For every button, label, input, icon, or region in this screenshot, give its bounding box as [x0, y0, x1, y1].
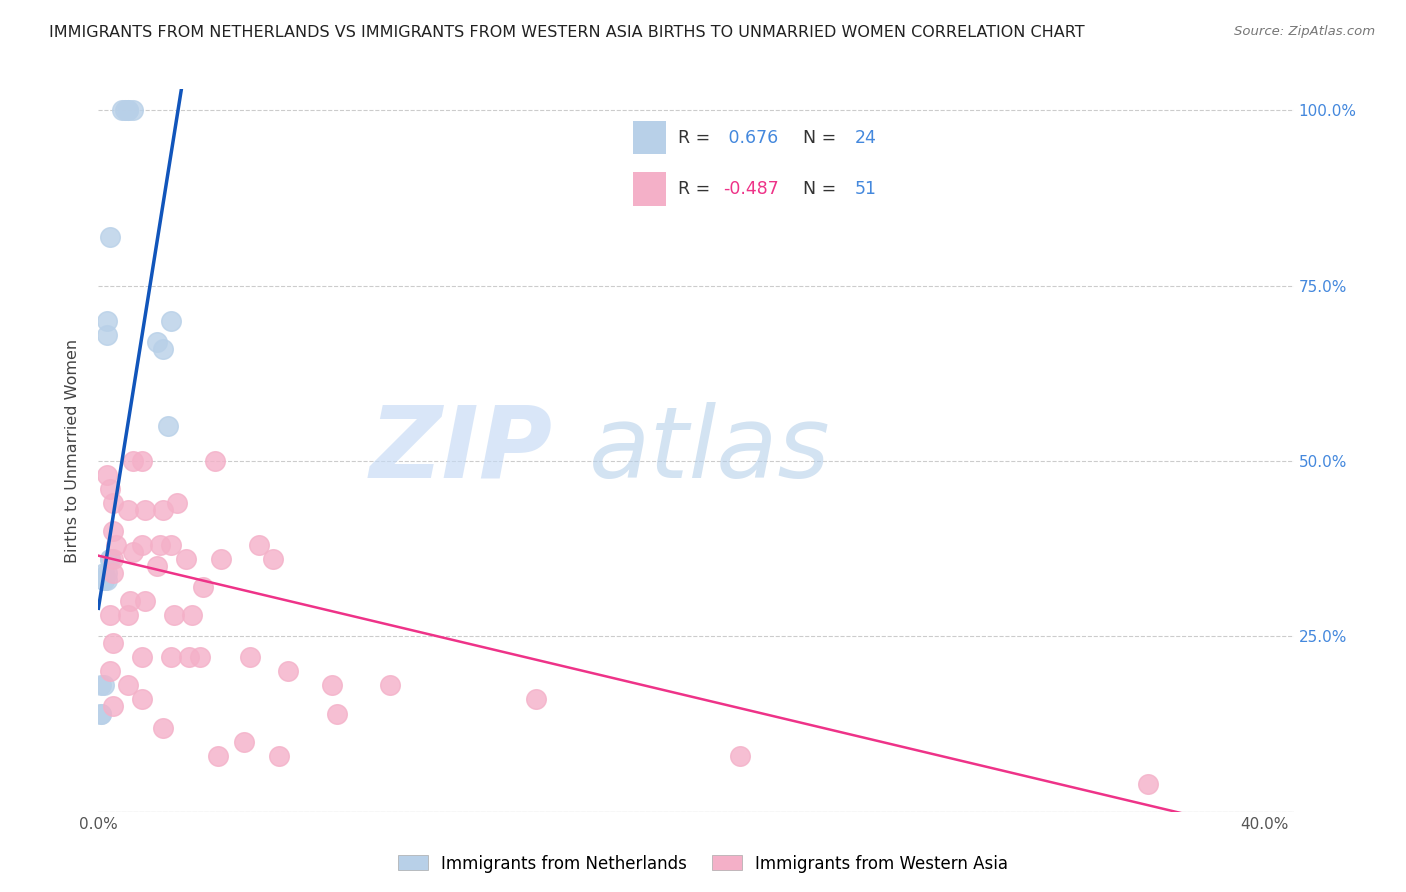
Point — [96, 327, 118, 342]
Point — [96, 468, 118, 483]
Text: IMMIGRANTS FROM NETHERLANDS VS IMMIGRANTS FROM WESTERN ASIA BIRTHS TO UNMARRIED : IMMIGRANTS FROM NETHERLANDS VS IMMIGRANT… — [49, 25, 1085, 40]
Point — [101, 496, 124, 510]
Point — [122, 454, 145, 468]
Point — [177, 650, 200, 665]
Point — [145, 334, 167, 349]
Point — [524, 692, 547, 706]
Text: Source: ZipAtlas.com: Source: ZipAtlas.com — [1234, 25, 1375, 38]
Point — [117, 103, 139, 118]
Point — [277, 665, 299, 679]
Point — [96, 314, 118, 328]
Legend: Immigrants from Netherlands, Immigrants from Western Asia: Immigrants from Netherlands, Immigrants … — [391, 848, 1015, 880]
Point — [101, 552, 124, 566]
Point — [117, 103, 139, 118]
Point — [117, 678, 139, 692]
Point — [269, 748, 291, 763]
Point — [152, 342, 174, 356]
Point — [98, 608, 121, 623]
Point — [262, 552, 284, 566]
Point — [239, 650, 262, 665]
Point — [101, 524, 124, 538]
Point — [98, 665, 121, 679]
Point — [117, 608, 139, 623]
Point — [326, 706, 349, 721]
Point — [1136, 777, 1159, 791]
Point — [122, 545, 145, 559]
Point — [98, 482, 121, 496]
Point — [152, 721, 174, 735]
Point — [98, 229, 121, 244]
Point — [120, 594, 142, 608]
Point — [233, 734, 256, 748]
Point — [93, 678, 115, 692]
Point — [209, 552, 232, 566]
Point — [93, 573, 115, 587]
Point — [160, 538, 183, 552]
Point — [98, 552, 121, 566]
Point — [93, 566, 115, 581]
Point — [247, 538, 270, 552]
Point — [96, 573, 118, 587]
Point — [114, 103, 136, 118]
Text: ZIP: ZIP — [370, 402, 553, 499]
Point — [122, 103, 145, 118]
Point — [193, 580, 215, 594]
Point — [90, 706, 112, 721]
Point — [160, 314, 183, 328]
Point — [180, 608, 202, 623]
Y-axis label: Births to Unmarried Women: Births to Unmarried Women — [65, 338, 80, 563]
Point — [98, 552, 121, 566]
Point — [93, 573, 115, 587]
Point — [131, 692, 153, 706]
Point — [166, 496, 188, 510]
Point — [117, 503, 139, 517]
Point — [149, 538, 172, 552]
Point — [96, 566, 118, 581]
Point — [131, 454, 153, 468]
Point — [157, 418, 180, 433]
Point — [131, 650, 153, 665]
Point — [93, 573, 115, 587]
Point — [160, 650, 183, 665]
Point — [174, 552, 197, 566]
Point — [145, 559, 167, 574]
Point — [131, 538, 153, 552]
Point — [190, 650, 212, 665]
Point — [163, 608, 186, 623]
Point — [101, 636, 124, 650]
Point — [101, 566, 124, 581]
Text: atlas: atlas — [589, 402, 830, 499]
Point — [90, 706, 112, 721]
Point — [321, 678, 343, 692]
Point — [378, 678, 401, 692]
Point — [101, 699, 124, 714]
Point — [104, 538, 127, 552]
Point — [90, 678, 112, 692]
Point — [728, 748, 751, 763]
Point — [111, 103, 134, 118]
Point — [204, 454, 226, 468]
Point — [152, 503, 174, 517]
Point — [207, 748, 229, 763]
Point — [134, 503, 156, 517]
Point — [134, 594, 156, 608]
